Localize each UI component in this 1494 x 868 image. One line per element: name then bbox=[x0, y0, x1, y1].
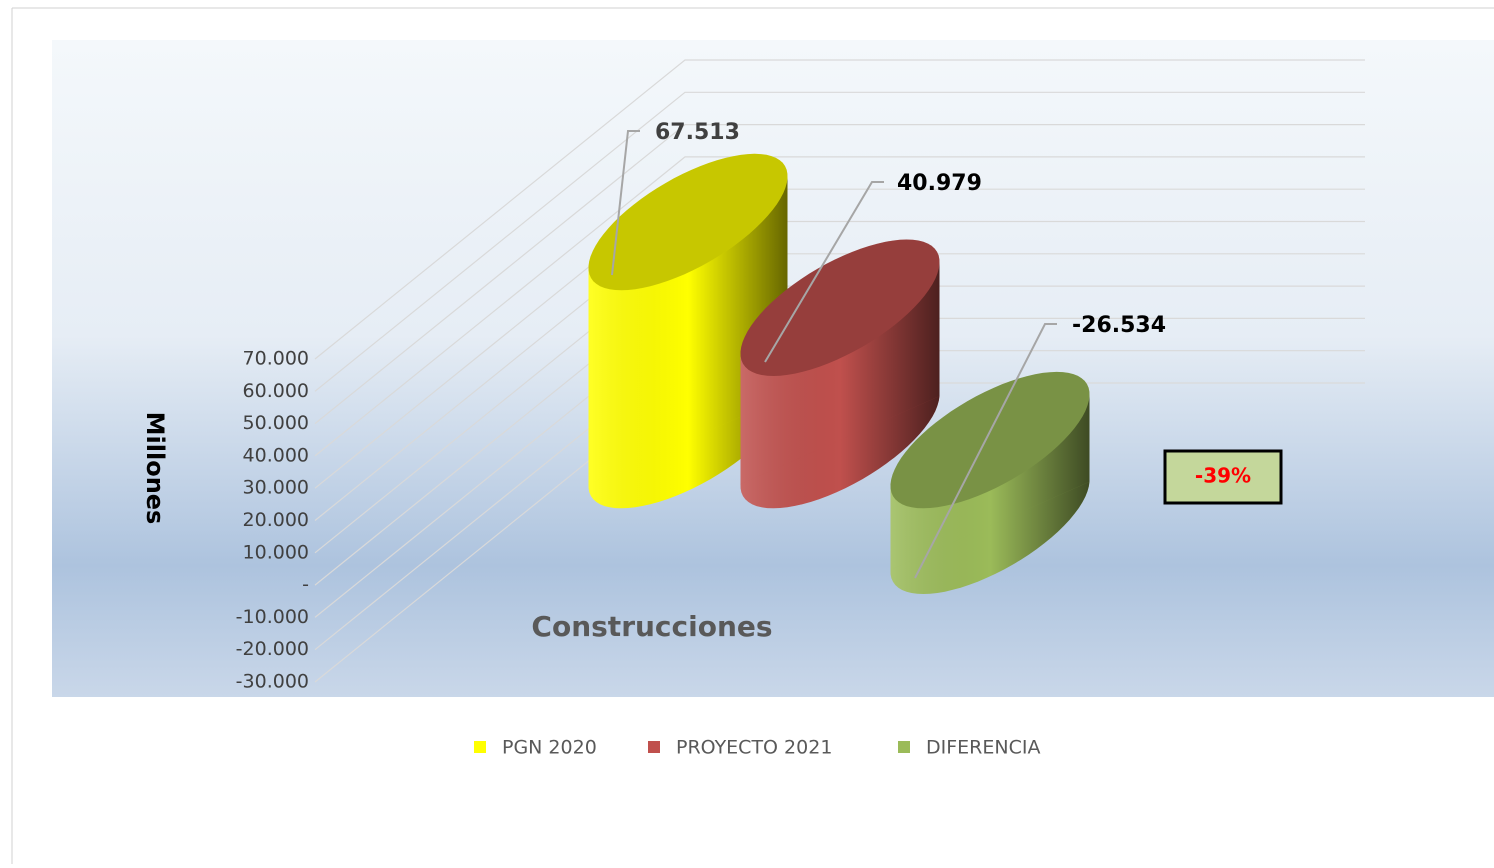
legend-swatch bbox=[474, 741, 486, 753]
y-tick-label: 50.000 bbox=[243, 412, 309, 434]
y-tick-label: 10.000 bbox=[243, 541, 309, 563]
y-tick-label: 40.000 bbox=[243, 444, 309, 466]
cylinder-top-shade bbox=[588, 153, 788, 291]
data-label: 67.513 bbox=[655, 120, 740, 145]
legend-label: PROYECTO 2021 bbox=[676, 737, 832, 759]
grid-line bbox=[314, 124, 1365, 425]
cylinder-top bbox=[588, 153, 788, 291]
cylinder-top-shade bbox=[890, 371, 1090, 509]
cylinder bbox=[588, 153, 788, 509]
cylinder-top-shade bbox=[740, 239, 940, 376]
cylinder bbox=[740, 239, 940, 509]
grid-line bbox=[314, 59, 1365, 360]
annotation: -39% bbox=[1195, 464, 1251, 488]
y-tick-label: -30.000 bbox=[236, 671, 309, 693]
cylinder-top bbox=[890, 371, 1090, 509]
legend-label: DIFERENCIA bbox=[926, 737, 1040, 759]
legend-swatch bbox=[648, 741, 660, 753]
y-tick-label: 70.000 bbox=[243, 348, 309, 370]
category-label: Construcciones bbox=[531, 610, 772, 643]
data-label: -26.534 bbox=[1072, 313, 1166, 338]
y-tick-label: - bbox=[302, 574, 309, 596]
leader-line bbox=[611, 130, 640, 276]
bars: 67.513 40.979 -26.534 bbox=[588, 120, 1166, 594]
legend-label: PGN 2020 bbox=[502, 737, 597, 759]
y-tick-label: 30.000 bbox=[243, 477, 309, 499]
y-tick-label: 60.000 bbox=[243, 380, 309, 402]
data-label: 40.979 bbox=[897, 171, 982, 196]
cylinder bbox=[890, 371, 1090, 594]
cylinder-top bbox=[740, 239, 940, 376]
leader-line bbox=[914, 323, 1057, 579]
y-tick-label: -20.000 bbox=[236, 638, 309, 660]
annotation-box bbox=[1163, 449, 1283, 505]
y-axis-label: Millones bbox=[141, 412, 169, 525]
legend-swatch bbox=[898, 741, 910, 753]
grid-line bbox=[314, 91, 1365, 392]
y-tick-label: 20.000 bbox=[243, 509, 309, 531]
grid-line bbox=[314, 156, 1365, 457]
leader-line bbox=[764, 181, 884, 363]
y-tick-label: -10.000 bbox=[236, 606, 309, 628]
